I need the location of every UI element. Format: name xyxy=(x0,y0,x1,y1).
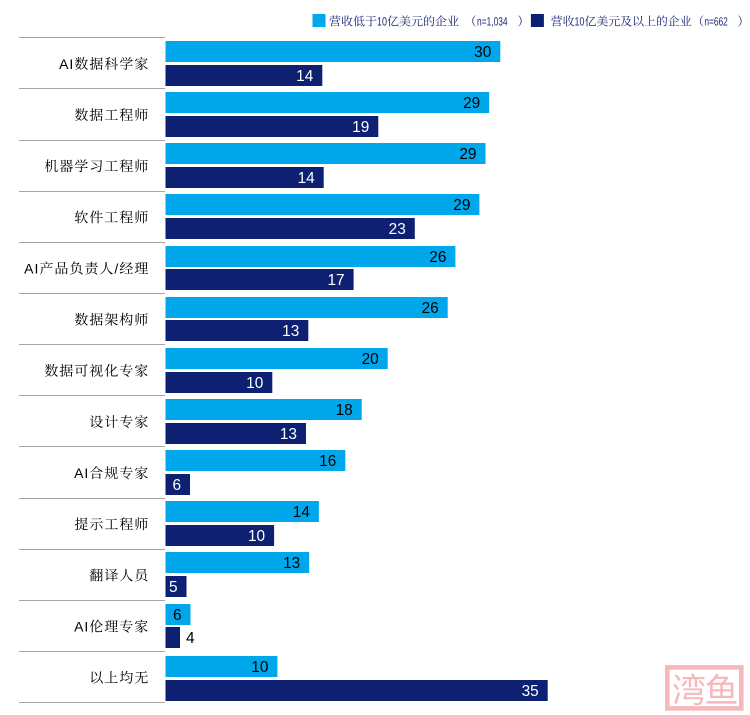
svg-text:AI: AI xyxy=(74,465,89,481)
svg-text:29: 29 xyxy=(453,197,470,214)
svg-text:29: 29 xyxy=(459,146,476,163)
svg-text:4: 4 xyxy=(186,630,195,647)
svg-text:AI: AI xyxy=(59,56,74,72)
svg-text:5: 5 xyxy=(169,579,178,596)
svg-text:14: 14 xyxy=(296,68,314,85)
svg-text:6: 6 xyxy=(173,607,182,624)
svg-text:13: 13 xyxy=(283,555,300,572)
svg-text:6: 6 xyxy=(172,477,181,494)
svg-text:18: 18 xyxy=(336,402,353,419)
svg-text:13: 13 xyxy=(280,426,297,443)
svg-text:30: 30 xyxy=(474,44,491,61)
svg-text:20: 20 xyxy=(362,351,379,368)
svg-text:AI: AI xyxy=(74,618,89,634)
svg-text:17: 17 xyxy=(327,272,344,289)
svg-text:13: 13 xyxy=(282,323,299,340)
svg-text:10: 10 xyxy=(248,528,265,545)
svg-text:16: 16 xyxy=(319,453,336,470)
svg-text:26: 26 xyxy=(422,300,439,317)
svg-text:/: / xyxy=(114,260,119,276)
svg-text:26: 26 xyxy=(429,249,446,266)
svg-text:10: 10 xyxy=(251,659,268,676)
svg-text:29: 29 xyxy=(463,95,480,112)
svg-text:19: 19 xyxy=(352,119,369,136)
svg-text:14: 14 xyxy=(293,504,311,521)
svg-text:35: 35 xyxy=(522,683,539,700)
svg-text:AI: AI xyxy=(24,260,39,276)
svg-text:14: 14 xyxy=(298,170,316,187)
svg-text:10: 10 xyxy=(246,375,263,392)
svg-text:23: 23 xyxy=(389,221,406,238)
